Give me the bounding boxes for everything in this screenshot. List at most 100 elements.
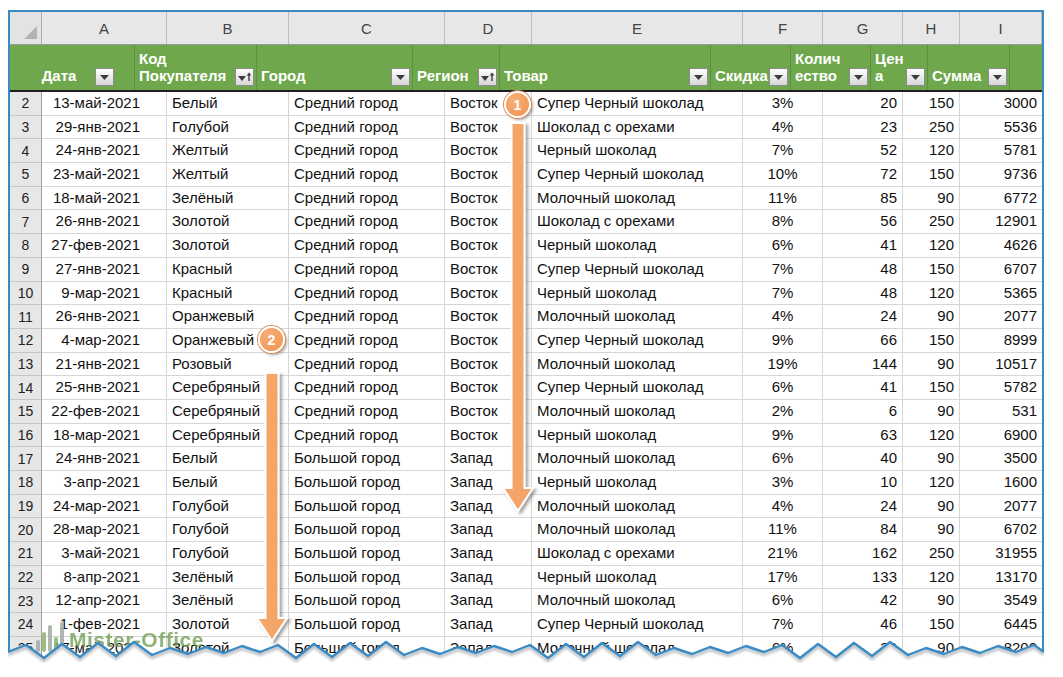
- cell-C6[interactable]: Средний город: [289, 187, 445, 211]
- cell-C9[interactable]: Средний город: [289, 258, 445, 282]
- cell-F19[interactable]: 4%: [743, 495, 823, 519]
- cell-I15[interactable]: 531: [960, 400, 1042, 424]
- cell-E14[interactable]: Супер Черный шоколад: [532, 376, 743, 400]
- cell-I11[interactable]: 2077: [960, 305, 1042, 329]
- filter-dropdown-button[interactable]: [95, 68, 114, 86]
- cell-G19[interactable]: 24: [823, 495, 903, 519]
- column-letter-D[interactable]: D: [445, 12, 532, 44]
- cell-B7[interactable]: Золотой: [167, 210, 289, 234]
- cell-I17[interactable]: 3500: [960, 447, 1042, 471]
- row-number-19[interactable]: 19: [10, 495, 42, 519]
- cell-H22[interactable]: 120: [903, 566, 960, 590]
- cell-I4[interactable]: 5781: [960, 139, 1042, 163]
- filter-sorted-asc-button[interactable]: [235, 68, 254, 86]
- row-number-13[interactable]: 13: [10, 353, 42, 377]
- cell-G11[interactable]: 24: [823, 305, 903, 329]
- cell-B6[interactable]: Зелёный: [167, 187, 289, 211]
- cell-A13[interactable]: 21-янв-2021: [42, 353, 167, 377]
- cell-H8[interactable]: 120: [903, 234, 960, 258]
- cell-C7[interactable]: Средний город: [289, 210, 445, 234]
- cell-A7[interactable]: 26-янв-2021: [42, 210, 167, 234]
- cell-C4[interactable]: Средний город: [289, 139, 445, 163]
- cell-D20[interactable]: Запад: [445, 518, 532, 542]
- cell-A2[interactable]: 13-май-2021: [42, 92, 167, 116]
- cell-E23[interactable]: Молочный шоколад: [532, 589, 743, 613]
- cell-H2[interactable]: 150: [903, 92, 960, 116]
- cell-C19[interactable]: Большой город: [289, 495, 445, 519]
- cell-H17[interactable]: 90: [903, 447, 960, 471]
- cell-E16[interactable]: Черный шоколад: [532, 424, 743, 448]
- row-number-11[interactable]: 11: [10, 305, 42, 329]
- row-number-15[interactable]: 15: [10, 400, 42, 424]
- row-number-7[interactable]: 7: [10, 210, 42, 234]
- cell-G10[interactable]: 48: [823, 282, 903, 306]
- cell-I7[interactable]: 12901: [960, 210, 1042, 234]
- cell-E8[interactable]: Черный шоколад: [532, 234, 743, 258]
- cell-E20[interactable]: Молочный шоколад: [532, 518, 743, 542]
- cell-G7[interactable]: 56: [823, 210, 903, 234]
- column-letter-H[interactable]: H: [903, 12, 960, 44]
- cell-F17[interactable]: 6%: [743, 447, 823, 471]
- cell-I12[interactable]: 8999: [960, 329, 1042, 353]
- cell-I9[interactable]: 6707: [960, 258, 1042, 282]
- row-number-14[interactable]: 14: [10, 376, 42, 400]
- cell-B5[interactable]: Желтый: [167, 163, 289, 187]
- cell-C20[interactable]: Большой город: [289, 518, 445, 542]
- cell-F10[interactable]: 7%: [743, 282, 823, 306]
- cell-C22[interactable]: Большой город: [289, 566, 445, 590]
- cell-H11[interactable]: 90: [903, 305, 960, 329]
- cell-H15[interactable]: 90: [903, 400, 960, 424]
- cell-E18[interactable]: Черный шоколад: [532, 471, 743, 495]
- cell-H20[interactable]: 90: [903, 518, 960, 542]
- cell-C23[interactable]: Большой город: [289, 589, 445, 613]
- cell-G6[interactable]: 85: [823, 187, 903, 211]
- cell-G9[interactable]: 48: [823, 258, 903, 282]
- cell-A6[interactable]: 18-май-2021: [42, 187, 167, 211]
- cell-C21[interactable]: Большой город: [289, 542, 445, 566]
- cell-C14[interactable]: Средний город: [289, 376, 445, 400]
- cell-G2[interactable]: 20: [823, 92, 903, 116]
- cell-C10[interactable]: Средний город: [289, 282, 445, 306]
- filter-sorted-asc-button[interactable]: [478, 68, 497, 86]
- cell-F18[interactable]: 3%: [743, 471, 823, 495]
- column-letter-E[interactable]: E: [532, 12, 743, 44]
- row-number-16[interactable]: 16: [10, 424, 42, 448]
- cell-A21[interactable]: 3-май-2021: [42, 542, 167, 566]
- filter-dropdown-button[interactable]: [849, 68, 868, 86]
- cell-F8[interactable]: 6%: [743, 234, 823, 258]
- cell-D22[interactable]: Запад: [445, 566, 532, 590]
- cell-C12[interactable]: Средний город: [289, 329, 445, 353]
- column-letter-A[interactable]: A: [42, 12, 167, 44]
- cell-H10[interactable]: 120: [903, 282, 960, 306]
- cell-A12[interactable]: 4-мар-2021: [42, 329, 167, 353]
- filter-dropdown-button[interactable]: [988, 68, 1007, 86]
- cell-C15[interactable]: Средний город: [289, 400, 445, 424]
- cell-E7[interactable]: Шоколад с орехами: [532, 210, 743, 234]
- cell-E9[interactable]: Супер Черный шоколад: [532, 258, 743, 282]
- cell-I5[interactable]: 9736: [960, 163, 1042, 187]
- row-number-22[interactable]: 22: [10, 566, 42, 590]
- cell-I18[interactable]: 1600: [960, 471, 1042, 495]
- cell-A17[interactable]: 24-янв-2021: [42, 447, 167, 471]
- cell-B3[interactable]: Голубой: [167, 116, 289, 140]
- cell-C8[interactable]: Средний город: [289, 234, 445, 258]
- cell-I20[interactable]: 6702: [960, 518, 1042, 542]
- cell-F5[interactable]: 10%: [743, 163, 823, 187]
- cell-C11[interactable]: Средний город: [289, 305, 445, 329]
- cell-F21[interactable]: 21%: [743, 542, 823, 566]
- cell-E2[interactable]: Супер Черный шоколад: [532, 92, 743, 116]
- cell-G4[interactable]: 52: [823, 139, 903, 163]
- filter-dropdown-button[interactable]: [769, 68, 788, 86]
- cell-F7[interactable]: 8%: [743, 210, 823, 234]
- cell-H6[interactable]: 90: [903, 187, 960, 211]
- cell-A16[interactable]: 18-мар-2021: [42, 424, 167, 448]
- row-number-20[interactable]: 20: [10, 518, 42, 542]
- cell-A4[interactable]: 24-янв-2021: [42, 139, 167, 163]
- cell-E15[interactable]: Молочный шоколад: [532, 400, 743, 424]
- cell-C13[interactable]: Средний город: [289, 353, 445, 377]
- cell-I23[interactable]: 3549: [960, 589, 1042, 613]
- row-number-18[interactable]: 18: [10, 471, 42, 495]
- cell-E17[interactable]: Молочный шоколад: [532, 447, 743, 471]
- cell-H21[interactable]: 250: [903, 542, 960, 566]
- cell-B9[interactable]: Красный: [167, 258, 289, 282]
